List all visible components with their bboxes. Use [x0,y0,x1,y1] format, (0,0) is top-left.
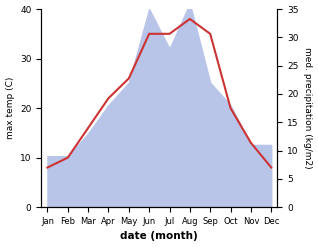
X-axis label: date (month): date (month) [121,231,198,242]
Y-axis label: max temp (C): max temp (C) [5,77,15,139]
Y-axis label: med. precipitation (kg/m2): med. precipitation (kg/m2) [303,47,313,169]
